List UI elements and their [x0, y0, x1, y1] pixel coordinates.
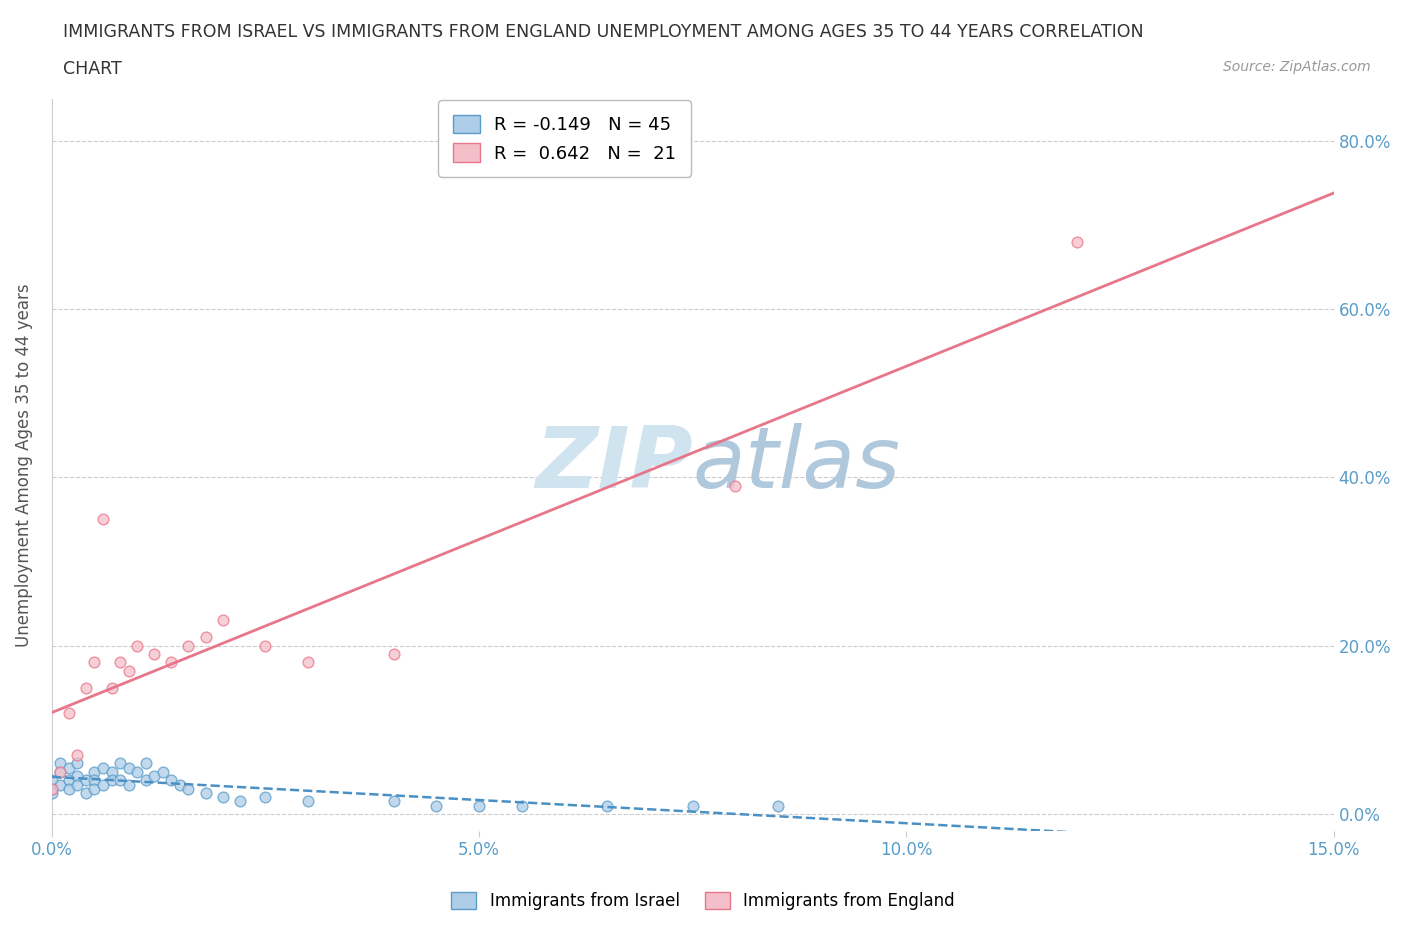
Point: [382, 646, 405, 661]
Point: [135, 773, 157, 788]
Point: [108, 756, 131, 771]
Point: [468, 798, 491, 813]
Point: [66, 748, 89, 763]
Point: [58, 760, 80, 775]
Point: [194, 630, 217, 644]
Point: [425, 798, 447, 813]
Point: [49, 756, 72, 771]
Point: [160, 773, 183, 788]
Point: [41, 781, 63, 796]
Point: [41, 773, 63, 788]
Point: [118, 663, 141, 678]
Point: [100, 764, 122, 779]
Text: atlas: atlas: [693, 423, 901, 506]
Point: [1066, 234, 1088, 249]
Point: [91, 777, 114, 792]
Point: [108, 655, 131, 670]
Point: [75, 680, 97, 695]
Point: [58, 781, 80, 796]
Point: [83, 781, 105, 796]
Point: [211, 613, 233, 628]
Text: ZIP: ZIP: [536, 423, 693, 506]
Point: [211, 790, 233, 804]
Point: [91, 512, 114, 527]
Point: [254, 638, 277, 653]
Point: [152, 764, 174, 779]
Y-axis label: Unemployment Among Ages 35 to 44 years: Unemployment Among Ages 35 to 44 years: [15, 283, 32, 646]
Point: [118, 760, 141, 775]
Point: [49, 777, 72, 792]
Text: CHART: CHART: [63, 60, 122, 78]
Point: [83, 764, 105, 779]
Point: [297, 655, 319, 670]
Text: IMMIGRANTS FROM ISRAEL VS IMMIGRANTS FROM ENGLAND UNEMPLOYMENT AMONG AGES 35 TO : IMMIGRANTS FROM ISRAEL VS IMMIGRANTS FRO…: [63, 23, 1144, 41]
Point: [66, 756, 89, 771]
Point: [66, 769, 89, 784]
Point: [41, 781, 63, 796]
Point: [596, 798, 619, 813]
Legend: Immigrants from Israel, Immigrants from England: Immigrants from Israel, Immigrants from …: [444, 885, 962, 917]
Point: [127, 638, 149, 653]
Point: [177, 781, 200, 796]
Point: [143, 646, 166, 661]
Point: [75, 786, 97, 801]
Point: [143, 769, 166, 784]
Point: [135, 756, 157, 771]
Point: [127, 764, 149, 779]
Point: [177, 638, 200, 653]
Point: [83, 773, 105, 788]
Point: [41, 786, 63, 801]
Point: [66, 777, 89, 792]
Point: [100, 773, 122, 788]
Legend: R = -0.149   N = 45, R =  0.642   N =  21: R = -0.149 N = 45, R = 0.642 N = 21: [439, 100, 690, 177]
Point: [297, 794, 319, 809]
Point: [169, 777, 191, 792]
Point: [91, 760, 114, 775]
Point: [510, 798, 533, 813]
Point: [75, 773, 97, 788]
Point: [254, 790, 277, 804]
Point: [382, 794, 405, 809]
Point: [766, 798, 789, 813]
Point: [58, 706, 80, 721]
Point: [682, 798, 704, 813]
Point: [100, 680, 122, 695]
Point: [58, 773, 80, 788]
Point: [108, 773, 131, 788]
Point: [229, 794, 252, 809]
Point: [194, 786, 217, 801]
Point: [49, 764, 72, 779]
Point: [118, 777, 141, 792]
Text: Source: ZipAtlas.com: Source: ZipAtlas.com: [1223, 60, 1371, 74]
Point: [83, 655, 105, 670]
Point: [49, 764, 72, 779]
Point: [160, 655, 183, 670]
Point: [724, 478, 747, 493]
